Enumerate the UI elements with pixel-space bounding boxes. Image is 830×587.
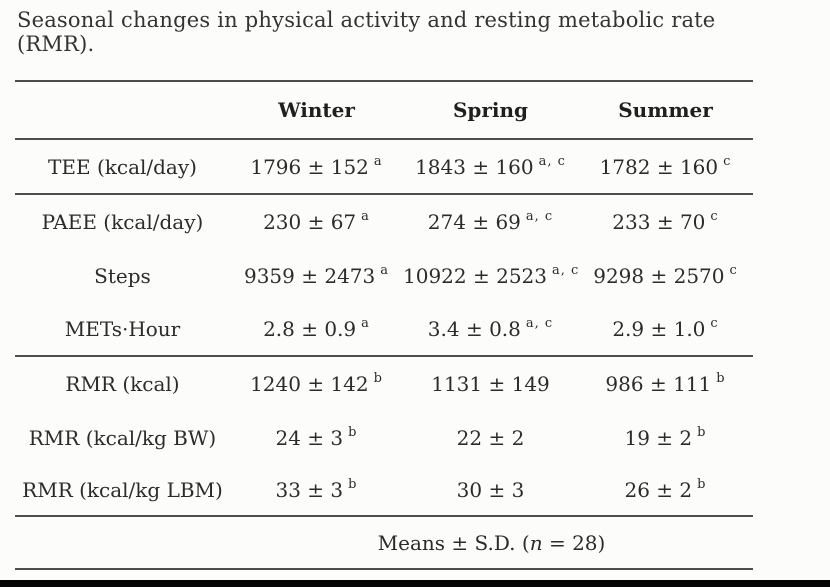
header-spring: Spring [452, 98, 529, 122]
significance-superscript: a [373, 153, 383, 169]
significance-superscript: b [697, 476, 707, 492]
value-cell: 9359 ± 2473 a [243, 263, 390, 288]
value-cell: 3.4 ± 0.8 a, c [427, 316, 554, 341]
row-label: RMR (kcal/kg BW) [28, 425, 217, 450]
table-header-row: Winter Spring Summer [15, 82, 753, 140]
header-summer: Summer [618, 98, 713, 122]
table-row: PAEE (kcal/day) 230 ± 67 a 274 ± 69 a, c 233 … [15, 195, 753, 249]
table-row: TEE (kcal/day) 1796 ± 152 a 1843 ± 160 a, c 1… [15, 140, 753, 195]
significance-superscript: b [716, 371, 726, 387]
header-winter: Winter [278, 98, 355, 122]
significance-superscript: b [348, 476, 358, 492]
significance-superscript: c [710, 316, 719, 332]
value-cell: 233 ± 70 c [612, 209, 719, 234]
means-sd-suffix: = 28) [542, 530, 606, 555]
value-cell: 30 ± 3 [456, 477, 525, 502]
row-label: PAEE (kcal/day) [41, 210, 204, 234]
value-cell: 1782 ± 160 c [599, 153, 732, 179]
means-sd-note: Means ± S.D. (n = 28) [230, 531, 753, 555]
value-cell: 10922 ± 2523 a, c [403, 263, 580, 288]
value-cell: 22 ± 2 [456, 425, 525, 450]
value-cell: 230 ± 67 a [263, 209, 370, 234]
table-row: Steps 9359 ± 2473 a 10922 ± 2523 a, c 9298 ± … [15, 249, 753, 303]
row-label: RMR (kcal) [65, 372, 180, 396]
significance-superscript: b [697, 424, 707, 440]
value-cell: 986 ± 111 b [605, 371, 726, 396]
significance-superscript: b [348, 424, 358, 440]
value-cell: 2.8 ± 0.9 a [263, 316, 370, 341]
significance-superscript: a [361, 209, 370, 225]
table-footer-row: Means ± S.D. (n = 28) [15, 517, 753, 570]
significance-superscript: a, c [525, 209, 554, 225]
value-cell: 2.9 ± 1.0 c [612, 316, 719, 341]
seasonal-rmr-table: Winter Spring Summer TEE (kcal/day) 1796 … [15, 80, 753, 570]
row-label: Steps [94, 264, 151, 288]
significance-superscript: a [380, 263, 390, 279]
row-label: TEE (kcal/day) [48, 154, 197, 179]
value-cell: 1240 ± 142 b [250, 371, 383, 396]
table-body: TEE (kcal/day) 1796 ± 152 a 1843 ± 160 a, c 1… [15, 140, 753, 517]
significance-superscript: a, c [525, 316, 554, 332]
row-label: RMR (kcal/kg LBM) [22, 477, 223, 502]
n-variable: n [529, 530, 543, 555]
table-row: RMR (kcal) 1240 ± 142 b 1131 ± 149 986 ± 111… [15, 357, 753, 411]
value-cell: 1131 ± 149 [431, 372, 550, 396]
value-cell: 1843 ± 160 a, c [415, 153, 566, 179]
significance-superscript: c [723, 153, 732, 169]
significance-superscript: a [361, 316, 370, 332]
table-caption: Seasonal changes in physical activity an… [17, 8, 716, 56]
means-sd-prefix: Means ± S.D. ( [377, 530, 530, 555]
table-row: METs·Hour 2.8 ± 0.9 a 3.4 ± 0.8 a, c 2.9 ± 1.… [15, 303, 753, 357]
significance-superscript: a, c [552, 263, 580, 279]
value-cell: 274 ± 69 a, c [427, 209, 554, 234]
significance-superscript: a, c [538, 153, 566, 169]
significance-superscript: b [373, 371, 383, 387]
value-cell: 1796 ± 152 a [250, 153, 383, 179]
image-bottom-border [0, 580, 830, 587]
significance-superscript: c [729, 263, 738, 279]
value-cell: 9298 ± 2570 c [593, 263, 738, 288]
row-label: METs·Hour [64, 317, 181, 341]
significance-superscript: c [710, 209, 719, 225]
